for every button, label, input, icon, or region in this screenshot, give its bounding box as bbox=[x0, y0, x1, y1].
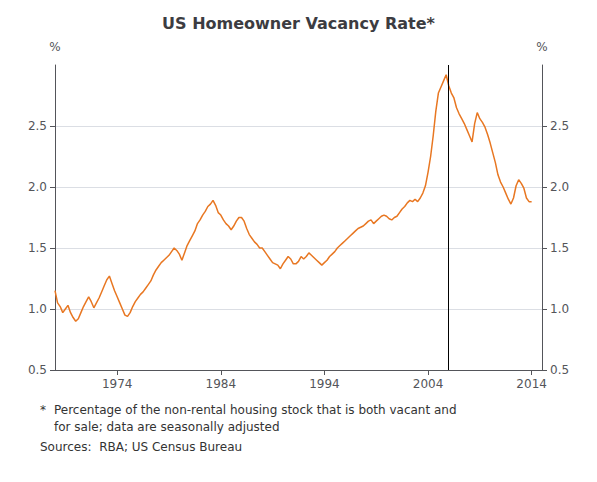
svg-text:%: % bbox=[49, 40, 60, 54]
svg-text:1994: 1994 bbox=[309, 377, 340, 391]
svg-text:0.5: 0.5 bbox=[550, 363, 569, 377]
svg-text:Sources: RBA; US Census Burea: Sources: RBA; US Census Bureau bbox=[40, 440, 242, 454]
svg-text:Percentage of the non-rental h: Percentage of the non-rental housing sto… bbox=[54, 403, 457, 417]
svg-text:US Homeowner Vacancy Rate*: US Homeowner Vacancy Rate* bbox=[162, 14, 436, 33]
svg-text:2004: 2004 bbox=[413, 377, 444, 391]
svg-text:2.0: 2.0 bbox=[550, 180, 569, 194]
svg-text:for sale; data are seasonally: for sale; data are seasonally adjusted bbox=[54, 420, 280, 434]
svg-text:0.5: 0.5 bbox=[28, 363, 47, 377]
svg-text:1.5: 1.5 bbox=[550, 241, 569, 255]
svg-text:2.5: 2.5 bbox=[550, 119, 569, 133]
svg-text:1.5: 1.5 bbox=[28, 241, 47, 255]
svg-text:1.0: 1.0 bbox=[550, 302, 569, 316]
svg-text:2014: 2014 bbox=[516, 377, 547, 391]
svg-text:%: % bbox=[536, 40, 547, 54]
svg-text:2.5: 2.5 bbox=[28, 119, 47, 133]
svg-text:2.0: 2.0 bbox=[28, 180, 47, 194]
svg-text:1984: 1984 bbox=[206, 377, 237, 391]
svg-text:*: * bbox=[40, 403, 46, 417]
svg-text:1.0: 1.0 bbox=[28, 302, 47, 316]
svg-text:1974: 1974 bbox=[102, 377, 133, 391]
